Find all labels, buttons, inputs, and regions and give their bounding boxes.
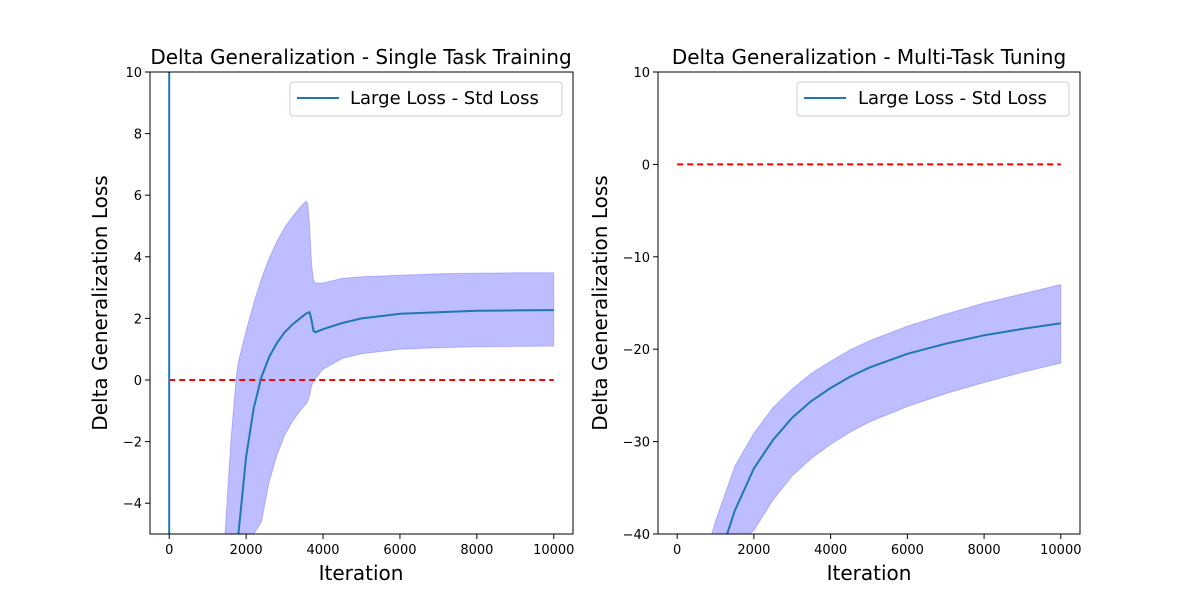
y-tick-label: 6	[134, 189, 142, 204]
confidence-band	[711, 283, 1062, 534]
legend: Large Loss - Std Loss	[796, 81, 1070, 117]
axes-frame	[657, 71, 1081, 535]
chart-title: Delta Generalization - Multi-Task Tuning	[672, 45, 1066, 69]
y-axis-label: Delta Generalization Loss	[88, 175, 112, 430]
y-tick-label: 10	[125, 66, 142, 81]
legend-box	[796, 81, 1070, 117]
y-tick-label: 4	[134, 251, 142, 266]
y-axis: −40 −30 −20 −10 0 10	[623, 66, 658, 543]
axes-frame	[149, 71, 574, 535]
x-tick-label: 10000	[1040, 543, 1081, 558]
y-tick-label: 8	[134, 128, 142, 143]
y-tick-label: 0	[134, 374, 142, 389]
chart-title: Delta Generalization - Single Task Train…	[150, 45, 571, 69]
x-tick-label: 2000	[230, 543, 263, 558]
x-tick-label: 2000	[737, 543, 770, 558]
y-tick-label: 2	[134, 312, 142, 327]
x-axis-label: Iteration	[827, 561, 912, 585]
y-axis-label: Delta Generalization Loss	[588, 175, 612, 430]
x-tick-label: 4000	[814, 543, 847, 558]
x-axis-label: Iteration	[319, 561, 404, 585]
chart-panel-multi-task: Delta Generalization - Multi-Task Tuning…	[588, 45, 1081, 585]
y-tick-label: −30	[623, 436, 650, 451]
y-tick-label: −40	[623, 528, 650, 543]
x-tick-label: 6000	[383, 543, 416, 558]
x-tick-label: 10000	[533, 543, 574, 558]
x-tick-label: 0	[165, 543, 173, 558]
x-tick-label: 0	[673, 543, 681, 558]
y-tick-label: −20	[623, 343, 650, 358]
y-tick-label: 0	[642, 158, 650, 173]
y-axis: −4 −2 0 2 4 6 8 10	[123, 66, 150, 512]
series-line	[237, 309, 554, 534]
plot-area	[677, 163, 1062, 534]
y-tick-label: −10	[623, 251, 650, 266]
x-tick-label: 8000	[968, 543, 1001, 558]
legend-box	[289, 81, 563, 117]
legend: Large Loss - Std Loss	[289, 81, 563, 117]
x-tick-label: 6000	[891, 543, 924, 558]
legend-label: Large Loss - Std Loss	[350, 88, 539, 109]
y-tick-label: −2	[123, 436, 142, 451]
x-axis: 0 2000 4000 6000 8000 10000	[673, 534, 1081, 558]
plot-area	[168, 72, 555, 534]
x-tick-label: 4000	[306, 543, 339, 558]
x-axis: 0 2000 4000 6000 8000 10000	[165, 534, 574, 558]
legend-label: Large Loss - Std Loss	[858, 88, 1047, 109]
chart-panel-single-task: Delta Generalization - Single Task Train…	[88, 45, 574, 585]
x-tick-label: 8000	[460, 543, 493, 558]
series-line	[726, 322, 1061, 534]
confidence-band	[224, 200, 555, 534]
y-tick-label: −4	[123, 497, 142, 512]
y-tick-label: 10	[633, 66, 650, 81]
